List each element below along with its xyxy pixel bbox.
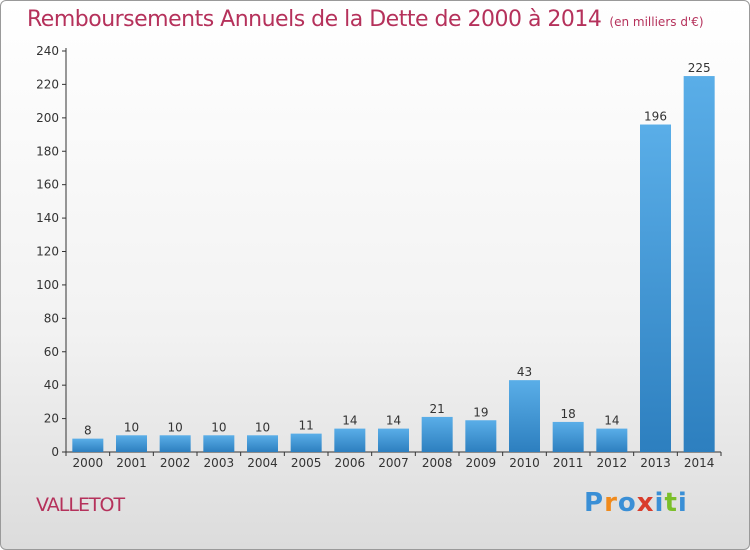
x-tick-label: 2000 [73, 456, 104, 470]
data-label-2013: 196 [644, 110, 667, 124]
bar-2004 [247, 435, 278, 452]
y-tick-label: 100 [36, 278, 59, 292]
y-tick-label: 200 [36, 111, 59, 125]
y-tick-label: 120 [36, 245, 59, 259]
y-tick-label: 240 [36, 44, 59, 58]
bar-2003 [203, 435, 235, 452]
chart-subtitle: (en milliers d'€) [609, 15, 704, 29]
logo-letter: P [584, 488, 605, 518]
logo-letter: x [636, 488, 655, 518]
data-label-2002: 10 [168, 420, 183, 434]
logo-letter: r [604, 488, 618, 518]
bar-2007 [378, 428, 409, 452]
data-label-2001: 10 [124, 420, 139, 434]
y-tick-label: 20 [44, 412, 59, 426]
y-tick-label: 160 [36, 178, 59, 192]
y-axis: 0 20 40 60 80 100 120 140 160 180 200 220 240 [36, 44, 67, 459]
data-label-2004: 10 [255, 420, 270, 434]
chart-title-text: Remboursements Annuels de la Dette de 20… [27, 7, 602, 32]
x-tick-label: 2013 [640, 456, 671, 470]
logo-letter: t [664, 488, 678, 518]
bar-2006 [334, 428, 366, 452]
data-label-2014: 225 [688, 61, 711, 75]
bar-2008 [421, 416, 453, 452]
y-tick-label: 0 [51, 445, 59, 459]
data-label-2008: 21 [430, 402, 445, 416]
x-tick-label: 2012 [597, 456, 628, 470]
y-tick-label: 180 [36, 144, 59, 158]
chart-title: Remboursements Annuels de la Dette de 20… [27, 7, 704, 32]
bar-2010 [509, 380, 540, 452]
data-label-2005: 11 [299, 419, 314, 433]
data-label-2012: 14 [604, 414, 619, 428]
logo-letter: o [617, 488, 637, 518]
bar-2011 [552, 421, 584, 452]
y-tick-label: 140 [36, 211, 59, 225]
bar-2009 [465, 420, 497, 452]
x-tick-label: 2008 [422, 456, 453, 470]
bar-2001 [116, 435, 147, 452]
logo-letter: i [654, 488, 665, 518]
y-tick-label: 220 [36, 77, 59, 91]
data-label-2007: 14 [386, 414, 401, 428]
x-tick-label: 2009 [466, 456, 497, 470]
data-label-2006: 14 [342, 414, 357, 428]
y-tick-label: 60 [44, 345, 59, 359]
logo-letter: i [677, 488, 688, 518]
commune-name: VALLETOT [36, 494, 125, 516]
x-tick-label: 2003 [204, 456, 235, 470]
data-label-2011: 18 [561, 407, 576, 421]
x-tick-label: 2001 [116, 456, 147, 470]
x-tick-label: 2014 [684, 456, 715, 470]
data-label-2009: 19 [473, 405, 488, 419]
x-tick-label: 2005 [291, 456, 322, 470]
x-tick-label: 2011 [553, 456, 584, 470]
data-label-2003: 10 [211, 420, 226, 434]
bar-2014 [683, 76, 715, 452]
x-tick-label: 2004 [247, 456, 278, 470]
x-axis: 2000 2001 2002 2003 2004 2005 2006 2007 2008 2009… [65, 451, 722, 470]
x-tick-label: 2006 [335, 456, 366, 470]
data-label-2000: 8 [84, 424, 92, 438]
proxiti-logo: Proxiti [584, 488, 688, 518]
data-labels: 8 10 10 10 10 11 14 14 21 19 43 18 14 196 225 [84, 61, 711, 438]
x-tick-label: 2002 [160, 456, 191, 470]
y-tick-label: 40 [44, 378, 59, 392]
bar-2005 [290, 433, 322, 452]
bars [72, 76, 715, 453]
bar-2000 [72, 438, 104, 452]
bar-2013 [640, 124, 671, 453]
data-label-2010: 43 [517, 365, 532, 379]
bar-2002 [159, 435, 191, 452]
y-tick-label: 80 [44, 311, 59, 325]
x-tick-label: 2007 [378, 456, 409, 470]
bar-2012 [596, 428, 628, 452]
x-tick-label: 2010 [509, 456, 540, 470]
